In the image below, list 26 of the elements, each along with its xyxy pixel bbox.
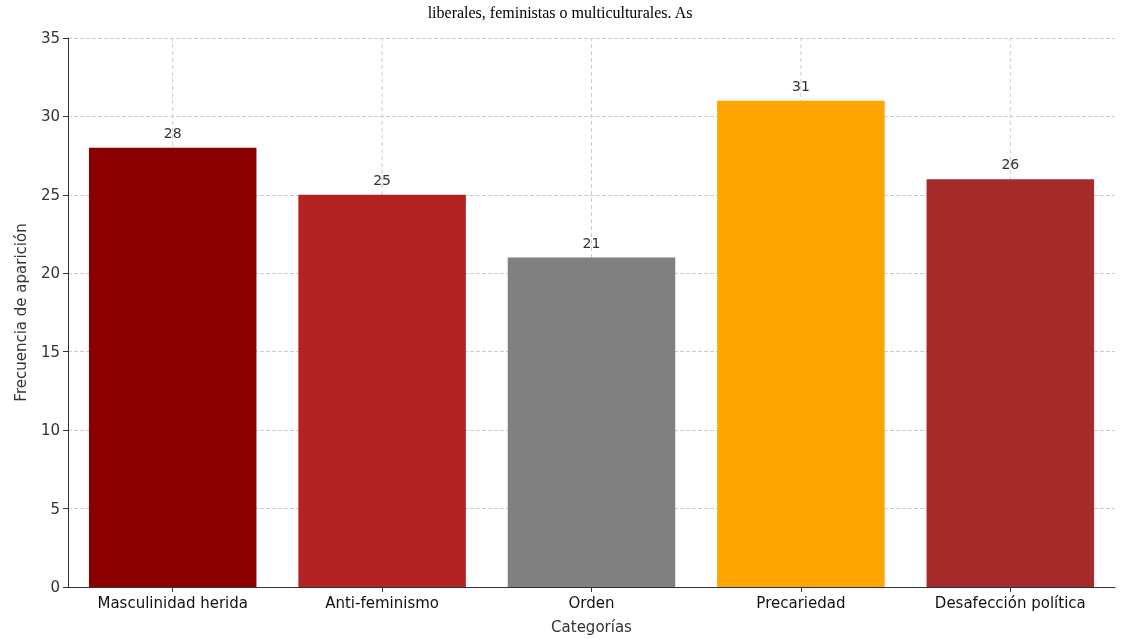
bar (926, 179, 1095, 587)
bar (298, 194, 466, 587)
y-tick-label: 15 (40, 342, 60, 361)
y-tick-label: 25 (40, 185, 60, 204)
y-axis-title: Frecuencia de aparición (11, 223, 30, 402)
bar (717, 100, 885, 587)
data-label: 25 (373, 171, 392, 188)
bar (88, 147, 257, 587)
y-tick-label: 0 (50, 578, 60, 596)
x-tick-label: Precariedad (756, 593, 846, 612)
x-tick-label: Masculinidad herida (97, 593, 248, 612)
y-tick-label: 10 (40, 421, 60, 440)
data-label: 31 (791, 77, 810, 94)
y-tick-label: 5 (50, 499, 60, 518)
x-axis-title: Categorías (551, 617, 633, 636)
y-tick-label: 20 (40, 264, 60, 283)
x-tick-label: Desafección política (934, 593, 1086, 612)
data-label: 21 (582, 234, 601, 251)
x-tick-label: Orden (568, 593, 615, 612)
bar (507, 257, 676, 587)
y-tick-label: 35 (40, 29, 60, 47)
y-tick-label: 30 (40, 107, 60, 126)
x-tick-label: Anti-feminismo (325, 593, 439, 612)
data-label: 26 (1001, 156, 1020, 173)
text: liberales, feministas o multiculturales. As (427, 3, 693, 21)
data-label: 28 (163, 124, 182, 141)
